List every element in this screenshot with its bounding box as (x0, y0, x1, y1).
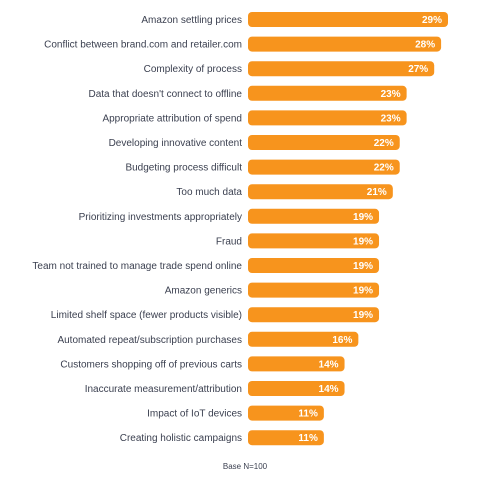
category-label: Inaccurate measurement/attribution (85, 384, 242, 395)
bar (248, 381, 345, 396)
category-label: Fraud (216, 236, 242, 247)
category-label: Developing innovative content (109, 138, 243, 149)
bar (248, 233, 380, 249)
category-label: Complexity of process (144, 64, 242, 75)
bar (248, 61, 435, 77)
category-label: Customers shopping off of previous carts (60, 359, 242, 370)
value-label: 29% (422, 15, 442, 26)
value-label: 19% (353, 261, 373, 272)
category-label: Too much data (176, 187, 242, 198)
bar (248, 159, 400, 175)
bar (248, 135, 400, 150)
category-label: Budgeting process difficult (125, 163, 242, 174)
category-label: Appropriate attribution of spend (102, 113, 242, 124)
value-label: 22% (374, 138, 394, 149)
value-label: 19% (353, 212, 373, 223)
value-label: 23% (381, 89, 401, 100)
bar (248, 430, 324, 446)
category-label: Team not trained to manage trade spend o… (32, 261, 242, 272)
value-label: 11% (298, 409, 318, 420)
bar (248, 405, 324, 421)
bar (248, 12, 448, 27)
category-label: Creating holistic campaigns (120, 433, 242, 444)
value-label: 27% (408, 64, 428, 75)
base-footnote: Base N=100 (222, 462, 268, 471)
bar (248, 110, 407, 126)
bar (248, 85, 407, 101)
value-label: 23% (381, 113, 401, 124)
category-label: Prioritizing investments appropriately (79, 212, 242, 223)
category-label: Impact of IoT devices (147, 409, 242, 420)
bar (248, 282, 380, 298)
bar (248, 307, 380, 323)
bar (248, 208, 380, 224)
bar (248, 36, 442, 52)
value-label: 11% (298, 433, 318, 444)
value-label: 19% (353, 286, 373, 297)
value-label: 21% (367, 187, 387, 198)
category-label: Limited shelf space (fewer products visi… (51, 310, 242, 321)
value-label: 28% (415, 40, 435, 51)
bar-chart: Amazon settling prices 29% Conflict betwee… (32, 12, 448, 446)
bar (248, 184, 393, 200)
bar (248, 258, 380, 273)
value-label: 19% (353, 310, 373, 321)
category-label: Amazon generics (165, 286, 242, 297)
bar (248, 356, 345, 372)
value-label: 14% (319, 359, 339, 370)
bar (248, 331, 359, 347)
category-label: Conflict between brand.com and retailer.… (44, 40, 242, 51)
category-label: Amazon settling prices (141, 15, 242, 26)
category-label: Data that doesn't connect to offline (89, 89, 243, 100)
value-label: 14% (319, 384, 339, 395)
value-label: 16% (332, 335, 352, 346)
value-label: 19% (353, 236, 373, 247)
category-label: Automated repeat/subscription purchases (57, 335, 242, 346)
value-label: 22% (374, 163, 394, 174)
